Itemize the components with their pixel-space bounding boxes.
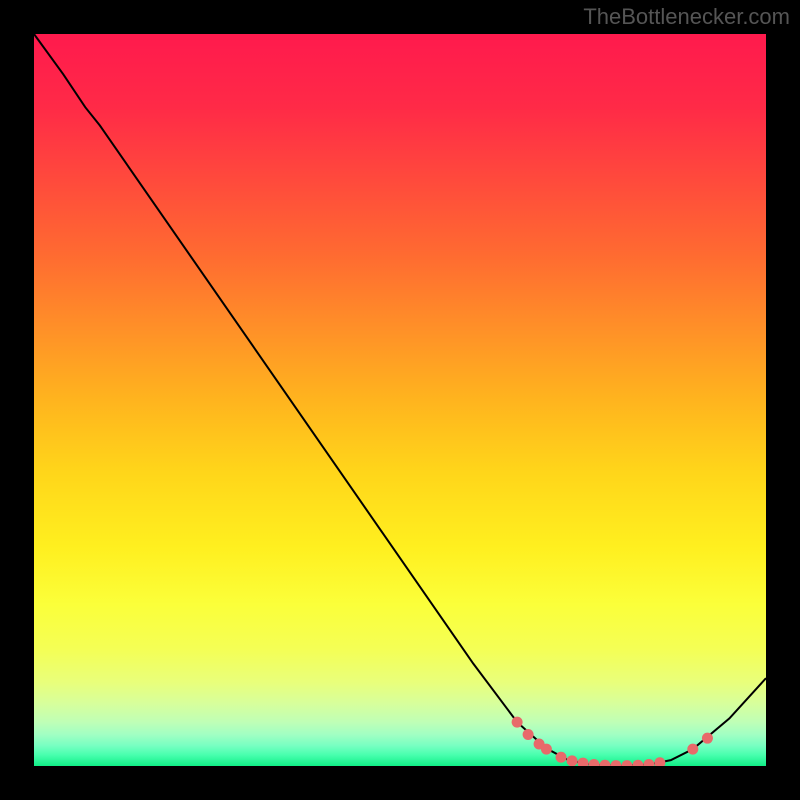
data-marker [556, 752, 567, 763]
data-marker [588, 759, 599, 766]
data-marker [643, 759, 654, 766]
data-marker [654, 757, 665, 766]
data-marker [621, 760, 632, 766]
plot-area [34, 34, 766, 766]
data-marker [523, 729, 534, 740]
data-marker [567, 755, 578, 766]
bottleneck-curve [34, 34, 766, 766]
data-marker [578, 758, 589, 766]
data-marker [702, 733, 713, 744]
data-marker [599, 760, 610, 766]
data-marker [512, 717, 523, 728]
data-marker [541, 744, 552, 755]
data-markers [512, 717, 713, 766]
data-marker [687, 744, 698, 755]
data-marker [632, 760, 643, 766]
curve-layer [34, 34, 766, 766]
data-marker [610, 760, 621, 766]
watermark-text: TheBottlenecker.com [583, 4, 790, 30]
